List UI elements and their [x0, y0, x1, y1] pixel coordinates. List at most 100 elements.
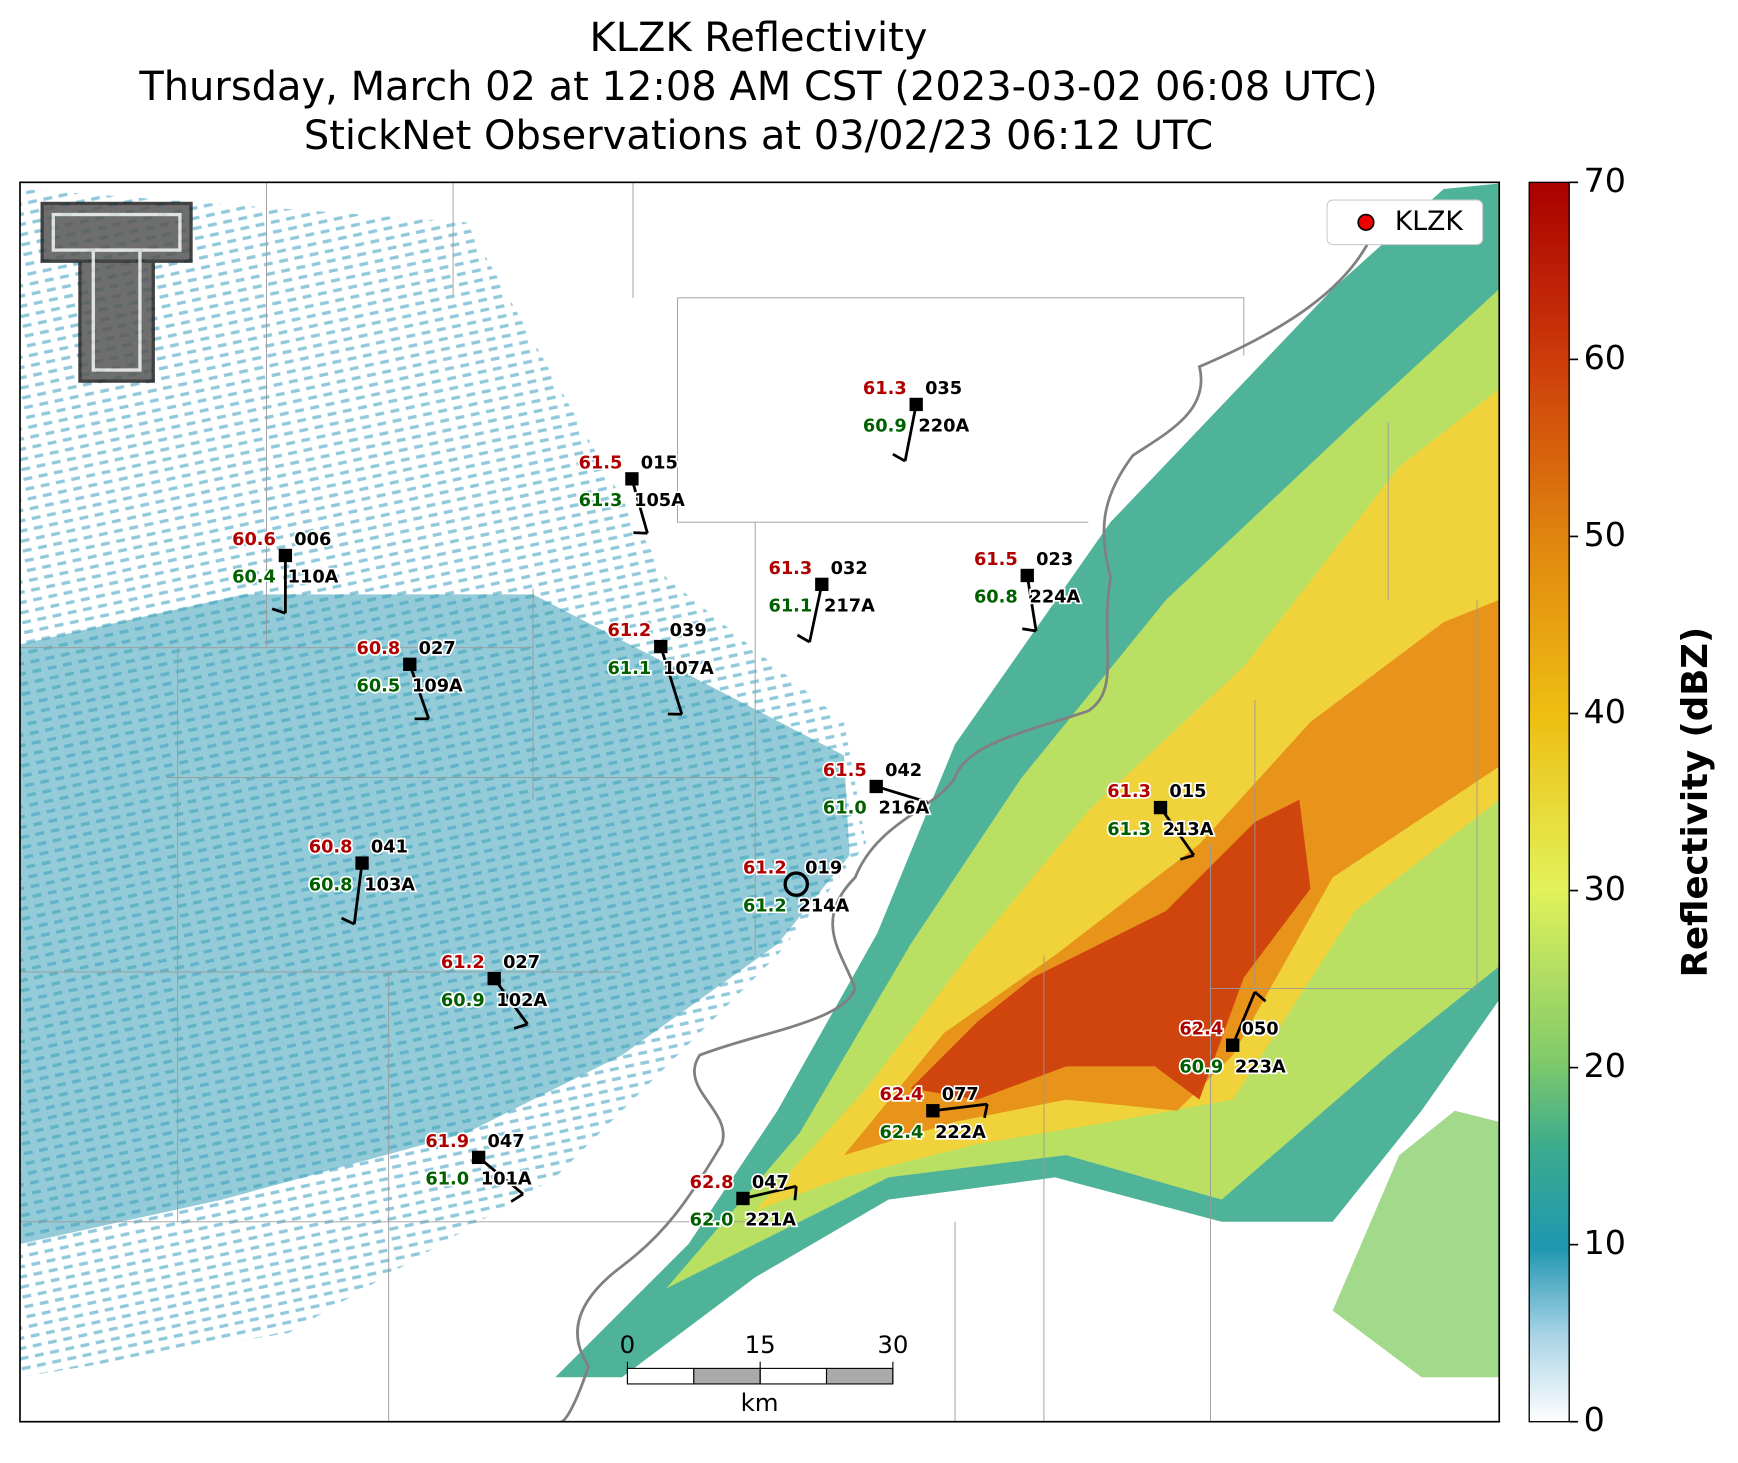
dewpoint: 62.0: [690, 1211, 734, 1231]
wind-barb: [932, 1102, 988, 1113]
pressure-code: 032: [831, 559, 868, 579]
colorbar-tick-label: 40: [1584, 692, 1626, 731]
station-marker: [487, 971, 501, 986]
station-marker: [736, 1191, 750, 1206]
dewpoint: 60.9: [441, 991, 485, 1011]
station: 62.4 050 60.9 223A: [1178, 990, 1288, 1079]
wind-barb-feather: [510, 1192, 524, 1203]
logo-stem: [78, 259, 155, 383]
wind-barb-feather: [633, 531, 648, 535]
station-id: 213A: [1163, 820, 1214, 840]
pressure-code: 039: [670, 621, 707, 641]
station: 61.2 039 61.1 107A: [606, 619, 716, 716]
wind-barb: [408, 663, 430, 720]
dewpoint: 61.0: [823, 799, 867, 819]
colorbar: [1528, 181, 1570, 1423]
temperature: 60.8: [356, 639, 400, 659]
wind-barb: [742, 1184, 797, 1200]
pressure-code: 047: [488, 1132, 525, 1152]
colorbar-label: Reflectivity (dBZ): [1675, 627, 1716, 978]
colorbar-tick-label: 70: [1584, 161, 1626, 200]
temperature: 62.4: [880, 1085, 924, 1105]
radar-site: [783, 871, 810, 897]
wind-barb: [493, 977, 529, 1025]
colorbar-tick-label: 30: [1584, 869, 1626, 908]
station-id: 224A: [1029, 588, 1080, 608]
colorbar-tick-label: 60: [1584, 338, 1626, 377]
wind-barb: [903, 404, 918, 462]
dewpoint: 60.8: [974, 588, 1018, 608]
station: 60.8 041 60.8 103A: [307, 836, 417, 926]
river: [560, 221, 1379, 1422]
station-marker: [1153, 800, 1168, 815]
temperature: 61.9: [425, 1132, 469, 1152]
temperature: 61.5: [974, 550, 1018, 570]
wind-barb: [630, 478, 649, 534]
legend-box: [1326, 199, 1484, 246]
station: 61.9 047 61.0 101A: [424, 1130, 534, 1203]
storm-echo: [755, 388, 1500, 1211]
scalebar-segment: [693, 1367, 761, 1385]
temperature: 60.8: [309, 838, 353, 858]
pressure-code: 047: [752, 1173, 789, 1193]
wind-barb: [1025, 575, 1038, 632]
station: 61.5 015 61.3 105A: [577, 452, 687, 535]
wind-barb-feather: [918, 801, 929, 815]
pressure-code: 041: [371, 838, 408, 858]
temperature: 60.6: [232, 530, 276, 550]
wind-barb-feather: [1022, 627, 1037, 633]
station: 61.3 032 61.1 217A: [767, 557, 877, 644]
scalebar-segment: [759, 1367, 828, 1385]
dewpoint: 60.8: [309, 875, 353, 895]
station-id: 105A: [634, 491, 685, 511]
colorbar-tick-label: 20: [1584, 1046, 1626, 1085]
station-marker: [278, 548, 293, 563]
logo-bar: [40, 201, 193, 263]
station-id: 103A: [364, 875, 415, 895]
wind-barb-feather: [892, 452, 906, 463]
station: 61.2 027 60.9 102A: [439, 951, 549, 1030]
station: 61.2 019 61.2 214A: [741, 857, 851, 918]
temperature: 61.5: [823, 761, 867, 781]
temperature: 61.5: [579, 453, 623, 473]
storm-echo: [1332, 1110, 1500, 1378]
wind-barb: [808, 584, 824, 643]
temperature: 61.3: [1107, 782, 1151, 802]
pressure-code: 027: [503, 953, 540, 973]
station-marker: [403, 657, 417, 671]
wind-barb-feather: [271, 607, 286, 615]
temperature: 61.2: [607, 621, 651, 641]
temperature: 61.3: [863, 379, 907, 399]
scalebar-unit: km: [741, 1388, 779, 1417]
scalebar: km 0 15 30: [620, 1330, 909, 1417]
county-borders: [19, 182, 1478, 1422]
station-marker: [471, 1150, 486, 1165]
title-line: Thursday, March 02 at 12:08 AM CST (2023…: [138, 64, 1377, 110]
station-marker: [815, 577, 829, 592]
legend-label: KLZK: [1395, 206, 1465, 237]
wind-barb: [352, 862, 364, 925]
scalebar-tick-label: 0: [620, 1330, 636, 1359]
station: 61.3 015 61.3 213A: [1106, 780, 1215, 861]
station-id: 101A: [481, 1170, 532, 1190]
temperature: 61.3: [768, 559, 812, 579]
station-id: 216A: [878, 799, 929, 819]
dewpoint: 62.4: [880, 1123, 924, 1143]
station-id: 107A: [663, 659, 714, 679]
wind-barb: [1159, 806, 1195, 857]
station: 60.8 027 60.5 109A: [355, 637, 465, 721]
pressure-code: 023: [1036, 550, 1073, 570]
pressure-code: 006: [294, 530, 331, 550]
colorbar-tick-label: 10: [1584, 1223, 1626, 1262]
station-marker: [926, 1104, 940, 1118]
colorbar-tick-label: 50: [1584, 515, 1626, 554]
station-id: 222A: [935, 1123, 986, 1143]
wind-barb: [659, 646, 684, 715]
temperature: 61.2: [441, 953, 485, 973]
pressure-code: 042: [885, 761, 922, 781]
station: 61.5 023 60.8 224A: [972, 548, 1082, 633]
wind-barb: [477, 1156, 524, 1196]
pressure-code: 015: [1169, 782, 1206, 802]
scalebar-segment: [825, 1367, 894, 1385]
station-id: 102A: [496, 991, 547, 1011]
